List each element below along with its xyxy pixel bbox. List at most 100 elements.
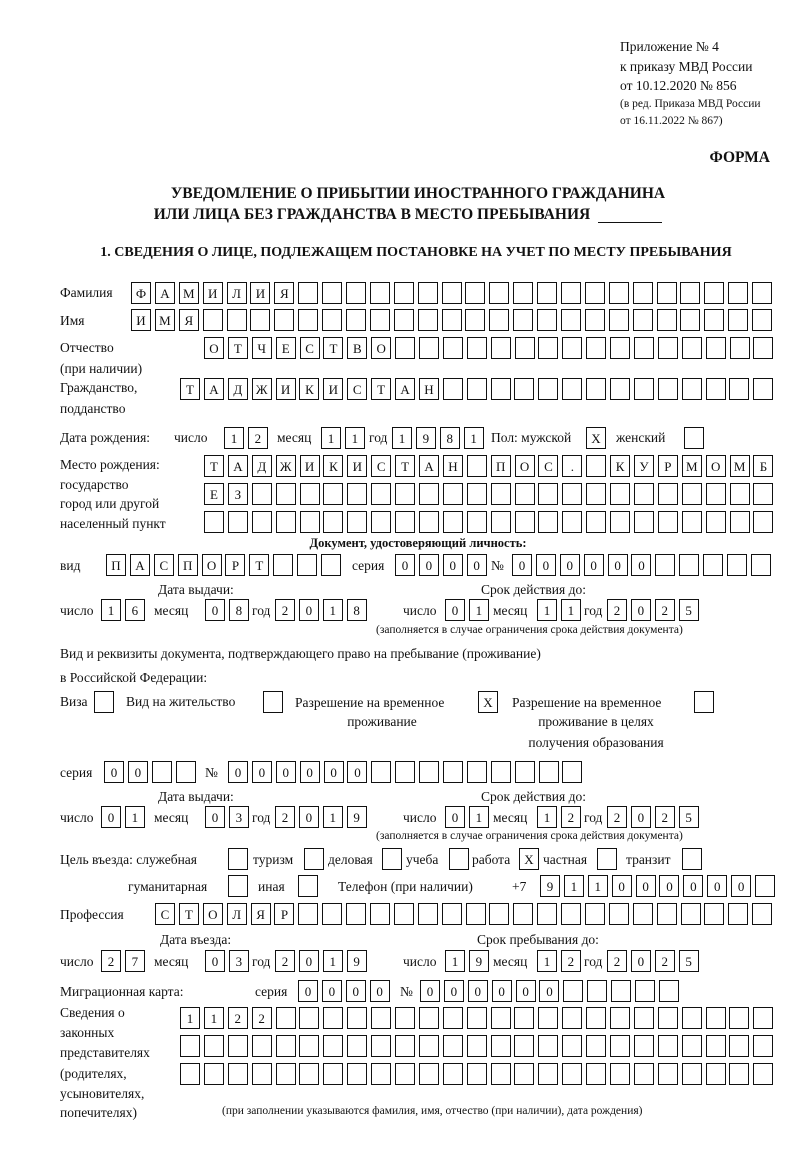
char-cell[interactable] xyxy=(227,1035,248,1057)
char-cell[interactable]: 0 xyxy=(369,980,390,1002)
char-cell[interactable]: 5 xyxy=(678,950,699,972)
char-cell[interactable] xyxy=(656,309,677,331)
char-cell[interactable]: С xyxy=(538,455,559,477)
char-cell[interactable]: Л xyxy=(226,282,247,304)
char-cell[interactable]: 0 xyxy=(635,875,656,897)
char-cell[interactable] xyxy=(513,309,534,331)
char-cell[interactable] xyxy=(322,903,343,925)
char-cell[interactable] xyxy=(608,903,629,925)
char-cell[interactable] xyxy=(681,337,702,359)
char-cell[interactable] xyxy=(728,309,749,331)
char-cell[interactable]: 0 xyxy=(228,761,248,783)
char-cell[interactable] xyxy=(466,455,487,477)
char-cell[interactable]: 1 xyxy=(203,1007,224,1029)
char-cell[interactable] xyxy=(610,483,631,505)
char-cell[interactable]: Д xyxy=(251,455,272,477)
char-cell[interactable]: 0 xyxy=(420,980,440,1002)
char-cell[interactable] xyxy=(489,903,510,925)
char-cell[interactable] xyxy=(442,483,463,505)
char-cell[interactable] xyxy=(562,511,583,533)
char-cell[interactable] xyxy=(442,1035,463,1057)
char-cell[interactable] xyxy=(419,483,440,505)
char-cell[interactable]: Т xyxy=(371,378,392,400)
char-cell[interactable] xyxy=(537,282,558,304)
char-cell[interactable]: А xyxy=(227,455,248,477)
char-cell[interactable]: 2 xyxy=(654,806,675,828)
char-cell[interactable]: М xyxy=(178,282,199,304)
char-cell[interactable] xyxy=(490,378,511,400)
char-cell[interactable] xyxy=(752,309,773,331)
char-cell[interactable]: Я xyxy=(274,282,295,304)
birthplace-field-row3[interactable] xyxy=(204,511,774,533)
char-cell[interactable]: И xyxy=(299,455,320,477)
char-cell[interactable]: 9 xyxy=(468,950,489,972)
char-cell[interactable]: 5 xyxy=(678,806,699,828)
char-cell[interactable] xyxy=(299,1035,320,1057)
char-cell[interactable] xyxy=(466,1007,487,1029)
char-cell[interactable]: О xyxy=(514,455,535,477)
char-cell[interactable] xyxy=(490,1063,511,1085)
char-cell[interactable]: 1 xyxy=(124,806,145,828)
char-cell[interactable]: 0 xyxy=(205,950,225,972)
char-cell[interactable]: 0 xyxy=(323,761,344,783)
char-cell[interactable] xyxy=(323,511,344,533)
char-cell[interactable]: 0 xyxy=(251,761,272,783)
char-cell[interactable] xyxy=(586,511,607,533)
char-cell[interactable] xyxy=(417,309,438,331)
char-cell[interactable] xyxy=(514,761,535,783)
char-cell[interactable] xyxy=(657,337,678,359)
char-cell[interactable] xyxy=(610,1007,631,1029)
char-cell[interactable] xyxy=(489,282,510,304)
char-cell[interactable]: А xyxy=(129,554,150,576)
char-cell[interactable] xyxy=(322,282,343,304)
char-cell[interactable] xyxy=(395,761,416,783)
checkbox-cell[interactable] xyxy=(94,691,114,713)
checkbox-cell[interactable] xyxy=(694,691,714,713)
char-cell[interactable] xyxy=(275,1063,296,1085)
char-cell[interactable] xyxy=(538,483,559,505)
char-cell[interactable] xyxy=(703,554,724,576)
char-cell[interactable]: 0 xyxy=(630,806,651,828)
char-cell[interactable] xyxy=(634,511,655,533)
char-cell[interactable]: 0 xyxy=(275,761,296,783)
char-cell[interactable] xyxy=(586,1035,607,1057)
char-cell[interactable] xyxy=(729,337,750,359)
char-cell[interactable]: М xyxy=(729,455,750,477)
char-cell[interactable] xyxy=(273,554,294,576)
char-cell[interactable] xyxy=(442,378,463,400)
char-cell[interactable] xyxy=(753,337,774,359)
char-cell[interactable]: Т xyxy=(395,455,416,477)
char-cell[interactable]: 6 xyxy=(124,599,145,621)
char-cell[interactable]: И xyxy=(323,378,344,400)
char-cell[interactable] xyxy=(633,378,654,400)
char-cell[interactable] xyxy=(275,1007,296,1029)
checkbox-cell[interactable] xyxy=(304,848,324,870)
char-cell[interactable] xyxy=(204,511,224,533)
char-cell[interactable] xyxy=(251,1063,272,1085)
char-cell[interactable]: 0 xyxy=(104,761,124,783)
char-cell[interactable] xyxy=(442,1007,463,1029)
char-cell[interactable]: Д xyxy=(227,378,248,400)
char-cell[interactable] xyxy=(705,1035,726,1057)
char-cell[interactable] xyxy=(729,1007,750,1029)
visa-checkbox[interactable] xyxy=(94,691,114,713)
char-cell[interactable] xyxy=(680,282,701,304)
temp-permit-checkbox[interactable]: X xyxy=(478,691,498,713)
char-cell[interactable] xyxy=(753,378,774,400)
char-cell[interactable] xyxy=(418,1063,439,1085)
char-cell[interactable] xyxy=(610,1063,631,1085)
char-cell[interactable] xyxy=(465,903,486,925)
char-cell[interactable] xyxy=(490,1007,511,1029)
char-cell[interactable] xyxy=(419,337,440,359)
